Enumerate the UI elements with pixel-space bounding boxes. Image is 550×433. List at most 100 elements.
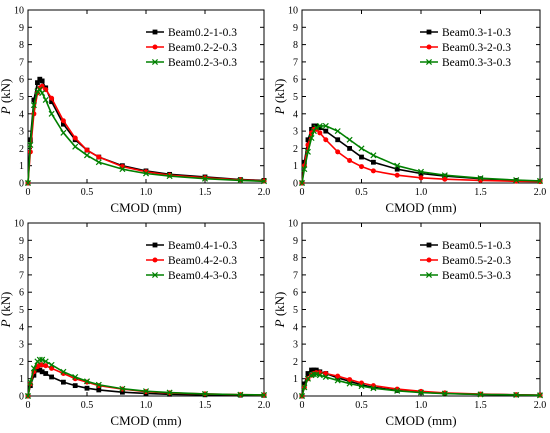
x-tick-label: 0 xyxy=(26,187,31,198)
data-point xyxy=(120,389,125,395)
data-point xyxy=(347,146,352,151)
y-tick-label: 5 xyxy=(293,92,298,103)
data-point xyxy=(96,387,102,393)
legend-marker xyxy=(425,271,433,279)
data-point xyxy=(36,86,43,93)
legend-label: Beam0.5-2-0.3 xyxy=(442,255,511,267)
y-axis-title-unit: (kN) xyxy=(272,79,287,107)
data-point xyxy=(237,177,244,184)
chart-panel-3: 0 1 2 3 4 5 6 7 8 9 10 0 0.5 1.0 1.5 2.0 CMOD (mm) P (kN)… xyxy=(0,219,270,429)
legend-marker xyxy=(152,242,158,248)
x-tick-label: 0 xyxy=(300,187,305,198)
legend-label: Beam0.3-3-0.3 xyxy=(442,57,511,69)
legend-marker xyxy=(152,257,158,263)
y-axis-title: P (kN) xyxy=(0,292,13,329)
data-point xyxy=(119,385,126,392)
y-tick-label: 9 xyxy=(293,236,298,247)
data-point xyxy=(322,373,329,380)
data-point xyxy=(83,378,91,385)
y-tick-label: 10 xyxy=(288,219,298,230)
y-axis-title-unit: (kN) xyxy=(0,292,13,320)
legend-label: Beam0.5-3-0.3 xyxy=(442,270,511,282)
data-point xyxy=(201,175,209,182)
y-tick-label: 10 xyxy=(14,219,24,230)
y-tick-label: 1 xyxy=(293,374,298,385)
data-point xyxy=(39,369,45,375)
data-point xyxy=(313,124,320,131)
legend-entry: Beam0.2-2-0.3 xyxy=(146,42,237,54)
data-point xyxy=(346,136,353,143)
y-tick-label: 7 xyxy=(293,270,298,281)
data-point xyxy=(359,164,364,170)
y-tick-label: 4 xyxy=(293,109,298,120)
data-point xyxy=(42,96,49,103)
data-point xyxy=(301,381,307,387)
series-line xyxy=(27,78,265,184)
y-tick-label: 4 xyxy=(293,322,298,333)
data-point xyxy=(43,363,49,369)
series-line xyxy=(301,125,541,184)
data-point xyxy=(394,166,400,172)
data-point xyxy=(298,179,306,187)
legend-entry: Beam0.5-2-0.3 xyxy=(420,255,511,267)
y-tick-label: 5 xyxy=(19,305,24,316)
y-axis-title-symbol: P xyxy=(0,106,13,115)
series-3 xyxy=(298,371,544,400)
y-tick-label: 6 xyxy=(293,288,298,299)
y-tick-label: 1 xyxy=(19,374,24,385)
data-point xyxy=(60,129,67,136)
y-tick-label: 6 xyxy=(19,75,24,86)
y-tick-label: 8 xyxy=(293,40,298,51)
data-point xyxy=(49,374,54,380)
y-tick-label: 5 xyxy=(19,92,24,103)
data-point xyxy=(334,128,341,135)
x-tick-label: 1.0 xyxy=(140,187,153,198)
data-point xyxy=(313,123,319,129)
x-axis-title: CMOD (mm) xyxy=(385,413,456,428)
data-point xyxy=(24,392,32,400)
legend-entry: Beam0.5-1-0.3 xyxy=(420,240,511,252)
legend-marker xyxy=(426,44,432,50)
y-tick-label: 8 xyxy=(19,40,24,51)
legend-marker xyxy=(151,271,159,279)
data-point xyxy=(35,80,40,86)
data-point xyxy=(417,389,425,396)
chart-panel-4: 0 1 2 3 4 5 6 7 8 9 10 0 0.5 1.0 1.5 2.0 CMOD (mm) P (kN)… xyxy=(272,219,546,429)
legend-label: Beam0.5-1-0.3 xyxy=(442,240,511,252)
y-tick-label: 9 xyxy=(19,236,24,247)
data-point xyxy=(322,122,329,129)
data-point xyxy=(260,391,268,398)
data-point xyxy=(260,178,268,185)
data-point xyxy=(477,175,484,182)
data-point xyxy=(442,173,448,179)
data-point xyxy=(39,78,45,84)
data-point xyxy=(95,381,102,388)
series-3 xyxy=(24,356,268,400)
y-tick-label: 3 xyxy=(293,340,298,351)
data-point xyxy=(31,372,37,378)
data-point xyxy=(313,367,319,373)
legend-label: Beam0.3-2-0.3 xyxy=(442,42,511,54)
x-axis-title: CMOD (mm) xyxy=(110,413,181,428)
data-point xyxy=(347,158,353,164)
data-point xyxy=(49,99,54,105)
y-tick-label: 3 xyxy=(19,340,24,351)
legend-entry: Beam0.5-3-0.3 xyxy=(420,270,511,282)
data-point xyxy=(536,177,544,184)
legend-entry: Beam0.3-2-0.3 xyxy=(420,42,511,54)
x-tick-label: 2.0 xyxy=(258,400,271,411)
data-point xyxy=(24,179,32,187)
data-point xyxy=(317,125,323,131)
data-point xyxy=(39,90,46,97)
y-tick-label: 7 xyxy=(293,57,298,68)
x-tick-label: 1.5 xyxy=(474,187,487,198)
y-axis-title: P (kN) xyxy=(0,79,13,116)
x-tick-label: 2.0 xyxy=(534,400,547,411)
data-point xyxy=(72,383,78,389)
y-tick-label: 0 xyxy=(19,392,24,403)
data-point xyxy=(36,356,43,363)
data-point xyxy=(346,380,353,387)
data-point xyxy=(347,377,353,383)
data-point xyxy=(442,176,448,182)
legend-marker xyxy=(426,242,432,248)
